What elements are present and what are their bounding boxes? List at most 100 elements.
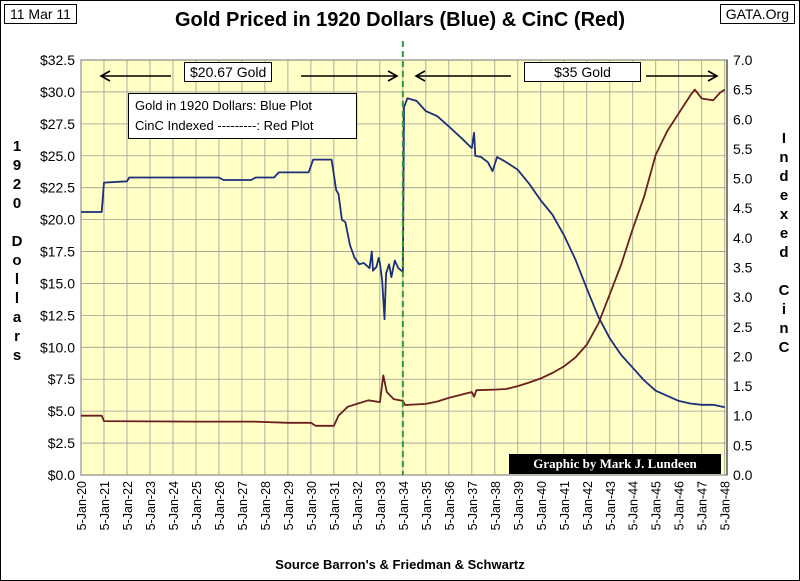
y-left-tick-label: $25.0	[40, 148, 75, 164]
x-tick-label: 5-Jan-29	[282, 481, 296, 530]
right-axis-title-letter-8: C	[778, 282, 790, 299]
arrow-2067-right-head	[387, 70, 399, 82]
y-right-tick-label: 6.5	[733, 82, 753, 98]
x-tick-label: 5-Jan-24	[167, 481, 181, 530]
y-left-tick-label: $22.5	[40, 180, 75, 196]
right-axis-title-letter-4: x	[779, 206, 789, 223]
y-right-tick-label: 0.0	[733, 467, 753, 483]
arrow-35-right-head	[707, 70, 719, 82]
x-tick-label: 5-Jan-38	[489, 481, 503, 530]
y-left-tick-label: $10.0	[40, 339, 75, 355]
x-tick-label: 5-Jan-37	[466, 481, 480, 530]
left-axis-title-letter-4	[9, 213, 25, 232]
left-axis-title-letter-0: 1	[12, 138, 22, 155]
right-axis-title-letter-6: d	[779, 244, 789, 261]
x-tick-label: 5-Jan-48	[719, 481, 733, 530]
right-axis-title-letter-3: e	[779, 187, 789, 204]
series-line-cinc-red	[81, 88, 726, 427]
x-tick-label: 5-Jan-25	[190, 481, 204, 530]
date-box: 11 Mar 11	[4, 4, 77, 24]
x-tick-label: 5-Jan-23	[144, 481, 158, 530]
y-left-tick-label: $27.5	[40, 116, 75, 132]
x-tick-label: 5-Jan-36	[443, 481, 457, 530]
y-right-tick-label: 4.5	[733, 200, 753, 216]
y-right-tick-label: 2.5	[733, 319, 753, 335]
y-left-tick-label: $32.5	[40, 52, 75, 68]
series-line-gold-blue	[81, 97, 725, 409]
x-tick-label: 5-Jan-31	[328, 481, 342, 530]
x-tick-label: 5-Jan-28	[259, 481, 273, 530]
x-tick-label: 5-Jan-35	[420, 481, 434, 530]
left-axis-title-letter-8: l	[14, 290, 20, 307]
x-tick-label: 5-Jan-43	[604, 481, 618, 530]
y-left-tick-label: $20.0	[40, 212, 75, 228]
y-left-tick-label: $7.5	[48, 371, 75, 387]
x-tick-label: 5-Jan-34	[397, 481, 411, 530]
y-left-tick-label: $5.0	[48, 403, 75, 419]
x-tick-label: 5-Jan-47	[696, 481, 710, 530]
left-axis-title-letter-6: o	[12, 252, 22, 269]
y-right-tick-label: 3.5	[733, 260, 753, 276]
arrow-2067-left-head	[99, 70, 111, 82]
y-left-tick-label: $17.5	[40, 244, 75, 260]
arrow-35-left-head	[414, 70, 426, 82]
right-axis-title-letter-10: n	[779, 320, 789, 337]
x-tick-label: 5-Jan-41	[558, 481, 572, 530]
legend: Gold in 1920 Dollars: Blue Plot CinC Ind…	[128, 93, 357, 139]
y-left-tick-label: $30.0	[40, 84, 75, 100]
chart-title: Gold Priced in 1920 Dollars (Blue) & Cin…	[174, 9, 626, 31]
right-axis-title-letter-1: n	[779, 149, 789, 166]
right-axis-title-letter-0: I	[781, 130, 787, 147]
left-axis-title-letter-2: 2	[12, 176, 22, 193]
x-tick-label: 5-Jan-45	[650, 481, 664, 530]
y-left-tick-label: $0.0	[48, 467, 75, 483]
legend-line-red: CinC Indexed ---------: Red Plot	[135, 118, 314, 133]
y-right-tick-label: 5.5	[733, 141, 753, 157]
x-tick-label: 5-Jan-33	[374, 481, 388, 530]
y-right-tick-label: 1.0	[733, 408, 753, 424]
x-tick-label: 5-Jan-21	[98, 481, 112, 530]
y-right-tick-label: 7.0	[733, 52, 753, 68]
x-tick-label: 5-Jan-40	[535, 481, 549, 530]
x-tick-label: 5-Jan-26	[213, 481, 227, 530]
right-axis-title-letter-9: i	[781, 301, 787, 318]
right-axis-title-letter-5: e	[779, 225, 789, 242]
x-tick-label: 5-Jan-39	[512, 481, 526, 530]
right-axis-title-letter-11: C	[778, 339, 790, 356]
y-right-tick-label: 2.0	[733, 348, 753, 364]
left-axis-title-letter-5: D	[11, 233, 23, 250]
x-axis-source-label: Source Barron's & Friedman & Schwartz	[275, 557, 525, 572]
x-tick-label: 5-Jan-44	[627, 481, 641, 530]
left-axis-title-letter-3: 0	[12, 195, 22, 212]
y-right-tick-label: 1.5	[733, 378, 753, 394]
y-right-tick-label: 6.0	[733, 111, 753, 127]
site-box: GATA.Org	[719, 4, 795, 24]
y-right-tick-label: 5.0	[733, 171, 753, 187]
left-axis-title-letter-1: 9	[12, 157, 22, 174]
x-tick-label: 5-Jan-20	[75, 481, 89, 530]
left-axis-title-letter-9: a	[12, 309, 22, 326]
gold-2067-label: $20.67 Gold	[184, 62, 273, 82]
legend-line-blue: Gold in 1920 Dollars: Blue Plot	[135, 98, 313, 113]
right-axis-title-letter-2: d	[779, 168, 789, 185]
y-left-tick-label: $12.5	[40, 307, 75, 323]
gold-35-label: $35 Gold	[524, 62, 641, 82]
x-tick-label: 5-Jan-32	[351, 481, 365, 530]
left-axis-title-letter-11: s	[12, 347, 22, 364]
y-left-tick-label: $2.5	[48, 435, 75, 451]
left-axis-title-letter-7: l	[14, 271, 20, 288]
y-right-tick-label: 0.5	[733, 437, 753, 453]
y-left-tick-label: $15.0	[40, 275, 75, 291]
x-tick-label: 5-Jan-22	[121, 481, 135, 530]
y-right-tick-label: 4.0	[733, 230, 753, 246]
y-right-tick-label: 3.0	[733, 289, 753, 305]
left-axis-title-letter-10: r	[14, 328, 20, 345]
x-tick-label: 5-Jan-30	[305, 481, 319, 530]
x-tick-label: 5-Jan-42	[581, 481, 595, 530]
x-tick-label: 5-Jan-46	[673, 481, 687, 530]
x-tick-label: 5-Jan-27	[236, 481, 250, 530]
